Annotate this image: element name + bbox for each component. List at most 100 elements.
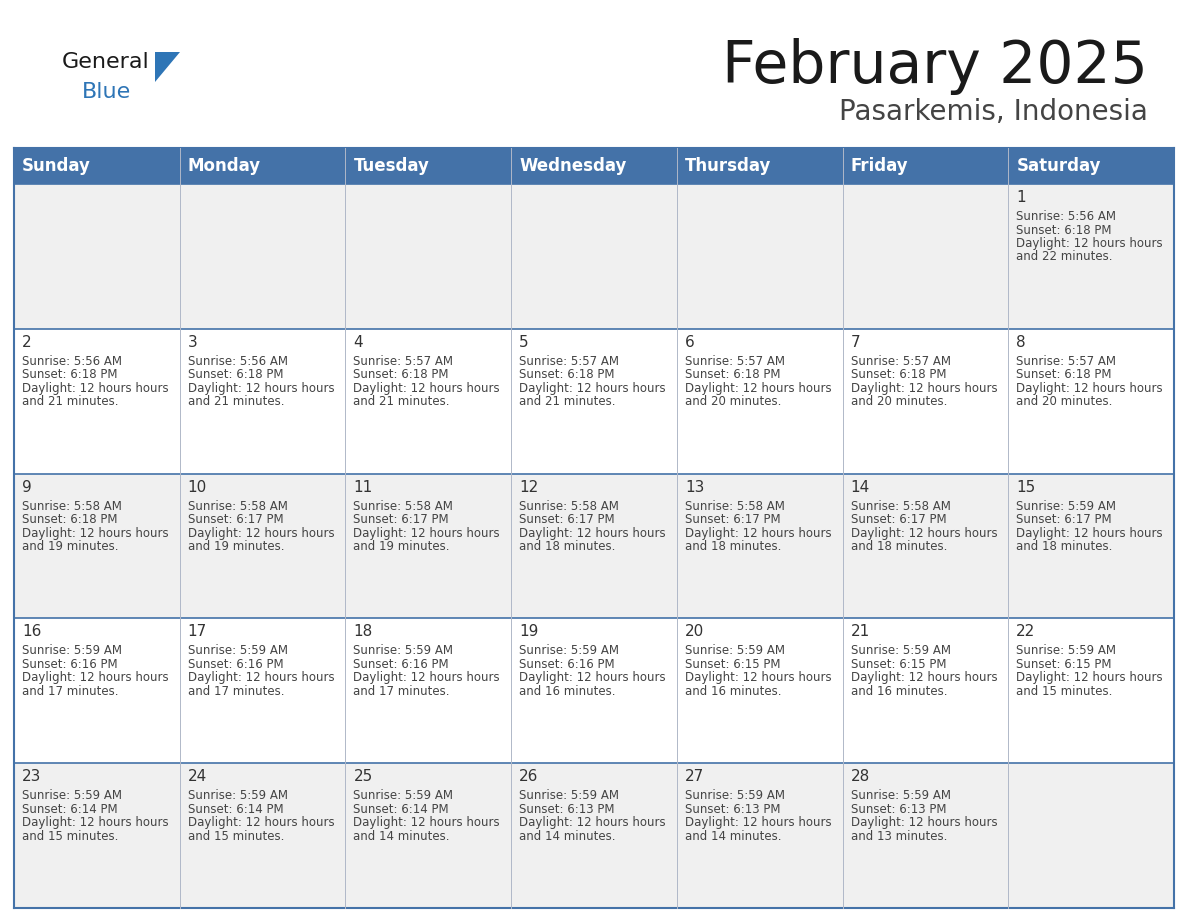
Text: Daylight: 12 hours hours: Daylight: 12 hours hours	[353, 382, 500, 395]
Text: and 21 minutes.: and 21 minutes.	[23, 396, 119, 409]
Text: Sunrise: 5:57 AM: Sunrise: 5:57 AM	[684, 354, 785, 368]
Text: Sunrise: 5:56 AM: Sunrise: 5:56 AM	[1016, 210, 1117, 223]
Text: 12: 12	[519, 479, 538, 495]
Text: 6: 6	[684, 335, 695, 350]
Text: 25: 25	[353, 769, 373, 784]
Text: Monday: Monday	[188, 157, 261, 175]
Text: Wednesday: Wednesday	[519, 157, 626, 175]
Text: 16: 16	[23, 624, 42, 640]
Text: Sunset: 6:15 PM: Sunset: 6:15 PM	[851, 658, 946, 671]
Text: Daylight: 12 hours hours: Daylight: 12 hours hours	[684, 527, 832, 540]
Text: and 14 minutes.: and 14 minutes.	[684, 830, 782, 843]
Text: Daylight: 12 hours hours: Daylight: 12 hours hours	[353, 671, 500, 685]
Text: Sunset: 6:18 PM: Sunset: 6:18 PM	[684, 368, 781, 381]
Text: Daylight: 12 hours hours: Daylight: 12 hours hours	[188, 382, 334, 395]
Text: Sunset: 6:18 PM: Sunset: 6:18 PM	[1016, 368, 1112, 381]
Text: and 16 minutes.: and 16 minutes.	[684, 685, 782, 698]
Bar	[14, 474, 1174, 619]
Text: Sunset: 6:14 PM: Sunset: 6:14 PM	[23, 802, 118, 816]
Bar	[14, 329, 1174, 474]
Text: Sunrise: 5:57 AM: Sunrise: 5:57 AM	[1016, 354, 1117, 368]
Text: 27: 27	[684, 769, 704, 784]
Text: Sunrise: 5:59 AM: Sunrise: 5:59 AM	[519, 789, 619, 802]
Text: 18: 18	[353, 624, 373, 640]
Text: Sunrise: 5:58 AM: Sunrise: 5:58 AM	[353, 499, 454, 512]
Text: and 22 minutes.: and 22 minutes.	[1016, 251, 1113, 263]
Text: Sunset: 6:17 PM: Sunset: 6:17 PM	[684, 513, 781, 526]
Text: Sunrise: 5:57 AM: Sunrise: 5:57 AM	[851, 354, 950, 368]
Text: Daylight: 12 hours hours: Daylight: 12 hours hours	[519, 816, 665, 829]
Text: 8: 8	[1016, 335, 1026, 350]
Text: and 17 minutes.: and 17 minutes.	[188, 685, 284, 698]
Text: Tuesday: Tuesday	[353, 157, 429, 175]
Text: Sunset: 6:14 PM: Sunset: 6:14 PM	[188, 802, 284, 816]
Text: Daylight: 12 hours hours: Daylight: 12 hours hours	[1016, 382, 1163, 395]
Text: Sunset: 6:18 PM: Sunset: 6:18 PM	[23, 513, 118, 526]
Text: 10: 10	[188, 479, 207, 495]
Text: Sunday: Sunday	[23, 157, 90, 175]
Text: 14: 14	[851, 479, 870, 495]
Text: Daylight: 12 hours hours: Daylight: 12 hours hours	[1016, 671, 1163, 685]
Text: Sunrise: 5:59 AM: Sunrise: 5:59 AM	[353, 644, 454, 657]
Text: Sunset: 6:18 PM: Sunset: 6:18 PM	[353, 368, 449, 381]
Text: 28: 28	[851, 769, 870, 784]
Text: Sunset: 6:16 PM: Sunset: 6:16 PM	[188, 658, 284, 671]
Text: 23: 23	[23, 769, 42, 784]
Text: Saturday: Saturday	[1016, 157, 1101, 175]
Text: Sunrise: 5:59 AM: Sunrise: 5:59 AM	[188, 644, 287, 657]
Text: Sunset: 6:14 PM: Sunset: 6:14 PM	[353, 802, 449, 816]
Text: and 20 minutes.: and 20 minutes.	[851, 396, 947, 409]
Text: Sunrise: 5:57 AM: Sunrise: 5:57 AM	[519, 354, 619, 368]
Text: Sunset: 6:17 PM: Sunset: 6:17 PM	[519, 513, 614, 526]
Text: Daylight: 12 hours hours: Daylight: 12 hours hours	[851, 527, 997, 540]
Text: Daylight: 12 hours hours: Daylight: 12 hours hours	[188, 671, 334, 685]
Text: Sunset: 6:17 PM: Sunset: 6:17 PM	[353, 513, 449, 526]
Text: and 15 minutes.: and 15 minutes.	[23, 830, 119, 843]
Text: 26: 26	[519, 769, 538, 784]
Bar	[14, 148, 1174, 184]
Text: Daylight: 12 hours hours: Daylight: 12 hours hours	[1016, 527, 1163, 540]
Text: and 18 minutes.: and 18 minutes.	[519, 540, 615, 554]
Text: Sunrise: 5:56 AM: Sunrise: 5:56 AM	[23, 354, 122, 368]
Text: Friday: Friday	[851, 157, 908, 175]
Text: Sunrise: 5:59 AM: Sunrise: 5:59 AM	[519, 644, 619, 657]
Text: 11: 11	[353, 479, 373, 495]
Text: Sunrise: 5:59 AM: Sunrise: 5:59 AM	[851, 644, 950, 657]
Text: Sunrise: 5:59 AM: Sunrise: 5:59 AM	[23, 789, 122, 802]
Text: Sunrise: 5:59 AM: Sunrise: 5:59 AM	[1016, 499, 1117, 512]
Text: Sunrise: 5:59 AM: Sunrise: 5:59 AM	[684, 644, 785, 657]
Text: 1: 1	[1016, 190, 1026, 205]
Text: 21: 21	[851, 624, 870, 640]
Text: Sunset: 6:18 PM: Sunset: 6:18 PM	[23, 368, 118, 381]
Text: Sunset: 6:16 PM: Sunset: 6:16 PM	[353, 658, 449, 671]
Text: 9: 9	[23, 479, 32, 495]
Text: Sunset: 6:17 PM: Sunset: 6:17 PM	[1016, 513, 1112, 526]
Text: and 19 minutes.: and 19 minutes.	[188, 540, 284, 554]
Text: Thursday: Thursday	[684, 157, 771, 175]
Text: Sunrise: 5:58 AM: Sunrise: 5:58 AM	[519, 499, 619, 512]
Text: and 15 minutes.: and 15 minutes.	[1016, 685, 1113, 698]
Text: Sunset: 6:13 PM: Sunset: 6:13 PM	[851, 802, 946, 816]
Polygon shape	[154, 52, 181, 82]
Text: and 18 minutes.: and 18 minutes.	[684, 540, 782, 554]
Bar	[14, 763, 1174, 908]
Text: Sunrise: 5:59 AM: Sunrise: 5:59 AM	[188, 789, 287, 802]
Text: Sunrise: 5:59 AM: Sunrise: 5:59 AM	[353, 789, 454, 802]
Text: 22: 22	[1016, 624, 1036, 640]
Text: and 16 minutes.: and 16 minutes.	[851, 685, 947, 698]
Text: Sunset: 6:17 PM: Sunset: 6:17 PM	[851, 513, 946, 526]
Text: 3: 3	[188, 335, 197, 350]
Text: Sunset: 6:17 PM: Sunset: 6:17 PM	[188, 513, 284, 526]
Text: Daylight: 12 hours hours: Daylight: 12 hours hours	[519, 671, 665, 685]
Text: Sunset: 6:18 PM: Sunset: 6:18 PM	[188, 368, 283, 381]
Text: Sunrise: 5:58 AM: Sunrise: 5:58 AM	[188, 499, 287, 512]
Text: 17: 17	[188, 624, 207, 640]
Text: and 18 minutes.: and 18 minutes.	[1016, 540, 1113, 554]
Bar	[14, 184, 1174, 329]
Text: Daylight: 12 hours hours: Daylight: 12 hours hours	[353, 527, 500, 540]
Text: Sunrise: 5:57 AM: Sunrise: 5:57 AM	[353, 354, 454, 368]
Text: Sunset: 6:18 PM: Sunset: 6:18 PM	[851, 368, 946, 381]
Text: February 2025: February 2025	[722, 38, 1148, 95]
Text: Daylight: 12 hours hours: Daylight: 12 hours hours	[23, 527, 169, 540]
Text: and 14 minutes.: and 14 minutes.	[519, 830, 615, 843]
